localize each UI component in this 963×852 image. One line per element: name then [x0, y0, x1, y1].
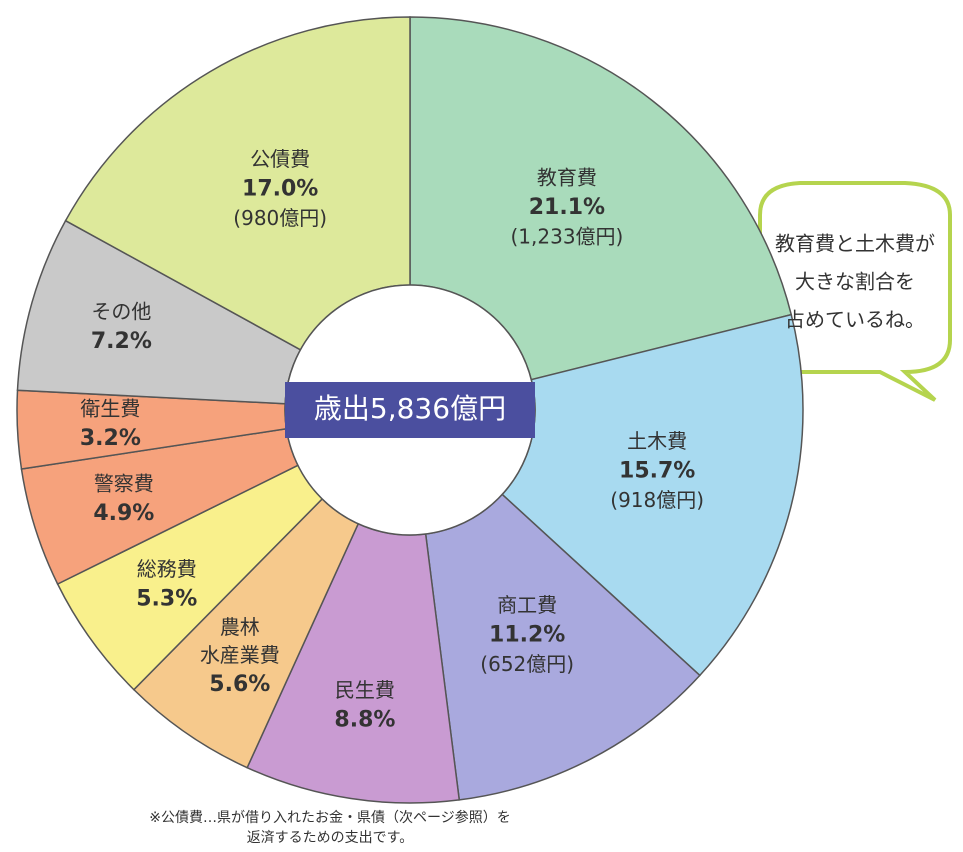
slice-amount: (1,233億円) [510, 225, 623, 249]
slice-percent: 7.2% [91, 329, 152, 354]
slice-amount: (980億円) [233, 206, 327, 230]
slice-percent: 11.2% [489, 622, 565, 647]
slice-name: 農林水産業費 [200, 615, 280, 667]
slice-percent: 5.3% [136, 587, 197, 612]
slice-name: 民生費 [335, 678, 395, 702]
slice-amount: (918億円) [610, 488, 704, 512]
slice-name: 商工費 [497, 593, 557, 617]
slice-percent: 17.0% [242, 177, 318, 202]
bubble-text: 大きな割合を [795, 270, 915, 294]
slice-percent: 3.2% [80, 426, 141, 451]
bubble-text: 占めているね。 [785, 308, 925, 332]
slice-percent: 21.1% [529, 195, 605, 220]
slice-name: その他 [91, 300, 151, 324]
center-label-box [285, 382, 535, 438]
slice-percent: 15.7% [619, 459, 695, 484]
slice-name: 総務費 [137, 557, 197, 581]
slice-name: 公債費 [250, 147, 310, 171]
slice-amount: (652億円) [480, 652, 574, 676]
center-label: 歳出5,836億円 [314, 392, 506, 425]
slice-name: 教育費 [537, 166, 597, 190]
slice-percent: 5.6% [209, 672, 270, 697]
slice-name: 警察費 [94, 472, 154, 496]
slice-percent: 4.9% [93, 501, 154, 526]
slice-name: 衛生費 [80, 397, 140, 421]
footnote: ※公債費…県が借り入れたお金・県債（次ページ参照）を [149, 809, 510, 826]
slice-percent: 8.8% [334, 708, 395, 733]
bubble-text: 教育費と土木費が [775, 232, 935, 256]
slice-name: 土木費 [627, 429, 687, 453]
footnote: 返済するための支出です。 [247, 830, 414, 846]
